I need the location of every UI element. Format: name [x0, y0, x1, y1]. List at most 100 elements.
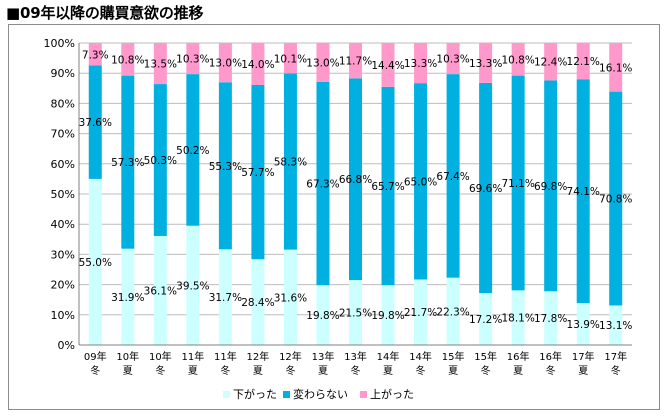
- bar-segment: [121, 43, 135, 76]
- y-tick-label: 60%: [51, 158, 75, 171]
- data-label: 19.8%: [306, 310, 339, 322]
- bar-segment: [414, 83, 428, 280]
- bar-segment: [251, 84, 265, 260]
- data-label: 13.3%: [469, 58, 502, 70]
- data-labels: 55.0% 37.6% 7.3% 31.9% 57.3% 10.8% 36.1% 50.3% 1…: [79, 49, 633, 332]
- x-tick-label: 13年: [312, 350, 335, 363]
- data-label: 17.8%: [534, 313, 567, 325]
- bar-segment: [316, 285, 330, 345]
- bar-segment: [349, 280, 362, 345]
- x-tick-label: 夏: [318, 365, 328, 377]
- x-tick-label: 冬: [546, 364, 556, 377]
- data-label: 13.3%: [404, 58, 437, 70]
- bar-segment: [283, 73, 297, 250]
- bar-segment: [349, 43, 362, 79]
- y-tick-label: 50%: [51, 188, 75, 201]
- legend-swatch: [223, 391, 230, 398]
- bar-segment: [121, 75, 135, 249]
- bar-segment: [251, 259, 265, 345]
- bar-segment: [479, 42, 493, 83]
- x-tick-label: 冬: [611, 364, 621, 377]
- bar-segment: [381, 43, 395, 87]
- x-tick-label: 15年: [442, 350, 465, 363]
- data-label: 10.1%: [274, 53, 307, 65]
- data-label: 14.0%: [241, 59, 274, 71]
- data-label: 50.2%: [176, 145, 209, 157]
- bar-segment: [316, 42, 330, 82]
- bar-segment: [381, 285, 395, 345]
- x-tick-label: 夏: [123, 365, 133, 377]
- bar-segment: [511, 43, 525, 76]
- x-tick-label: 冬: [416, 364, 426, 377]
- data-label: 13.5%: [144, 59, 177, 71]
- bar-segment: [479, 293, 493, 345]
- bar-segment: [414, 43, 428, 84]
- y-tick-label: 80%: [51, 97, 75, 110]
- data-label: 65.7%: [371, 181, 404, 193]
- x-tick-label: 11年: [181, 350, 204, 363]
- bar-segment: [609, 305, 623, 345]
- data-label: 21.7%: [404, 307, 437, 319]
- data-label: 39.5%: [176, 280, 209, 292]
- data-label: 22.3%: [436, 306, 469, 318]
- data-label: 55.0%: [79, 257, 112, 269]
- data-label: 70.8%: [599, 194, 632, 206]
- bar-segment: [576, 42, 590, 80]
- bar-segment: [381, 86, 395, 286]
- x-tick-label: 17年: [604, 350, 627, 363]
- bar-segment: [153, 84, 167, 236]
- data-label: 69.8%: [534, 181, 567, 193]
- x-tick-label: 16年: [507, 350, 530, 363]
- bar-segment: [218, 82, 232, 250]
- x-tick-label: 14年: [377, 350, 400, 363]
- bars: [88, 42, 623, 345]
- bar-segment: [609, 91, 623, 306]
- data-label: 37.6%: [79, 117, 112, 129]
- bar-segment: [479, 82, 493, 294]
- x-tick-label: 冬: [351, 364, 361, 377]
- bar-segment: [609, 43, 623, 92]
- data-label: 12.1%: [567, 56, 600, 68]
- x-tick-label: 冬: [155, 364, 165, 377]
- bar-segment: [511, 290, 525, 345]
- y-tick-label: 20%: [51, 279, 75, 292]
- y-tick-label: 0%: [58, 339, 75, 352]
- bar-segment: [316, 81, 330, 286]
- x-tick-label: 冬: [90, 364, 100, 377]
- bar-segment: [251, 42, 265, 85]
- data-label: 13.0%: [209, 58, 242, 70]
- data-label: 50.3%: [144, 155, 177, 167]
- data-label: 55.3%: [209, 161, 242, 173]
- data-label: 12.4%: [534, 57, 567, 69]
- chart-frame: [8, 24, 660, 410]
- data-label: 74.1%: [567, 186, 600, 198]
- bar-segment: [446, 277, 460, 345]
- x-tick-label: 冬: [285, 364, 295, 377]
- bar-segment: [544, 80, 558, 292]
- x-tick-label: 09年: [84, 350, 107, 363]
- legend-label: 下がった: [233, 387, 277, 401]
- bar-segment: [186, 225, 200, 345]
- x-tick-label: 冬: [220, 364, 230, 377]
- legend-label: 変わらない: [293, 387, 348, 401]
- x-tick-label: 夏: [188, 365, 198, 377]
- chart-title: ■09年以降の購買意欲の推移: [6, 4, 204, 22]
- x-tick-label: 16年: [539, 350, 562, 363]
- data-label: 10.8%: [501, 54, 534, 66]
- x-tick-label: 15年: [474, 350, 497, 363]
- x-tick-label: 13年: [344, 350, 367, 363]
- data-label: 10.8%: [111, 54, 144, 66]
- x-axis: 09年冬10年夏10年冬11年夏11年冬12年夏12年冬13年夏13年冬14年夏…: [79, 344, 632, 377]
- data-label: 65.0%: [404, 176, 437, 188]
- data-label: 16.1%: [599, 62, 632, 74]
- legend: 下がった 変わらない 上がった: [223, 387, 414, 401]
- bar-segment: [283, 249, 297, 345]
- data-label: 18.1%: [501, 313, 534, 325]
- data-label: 13.0%: [306, 57, 339, 69]
- data-label: 57.7%: [241, 167, 274, 179]
- legend-swatch: [283, 391, 290, 398]
- x-tick-label: 10年: [149, 350, 172, 363]
- data-label: 28.4%: [241, 297, 274, 309]
- data-label: 19.8%: [371, 310, 404, 322]
